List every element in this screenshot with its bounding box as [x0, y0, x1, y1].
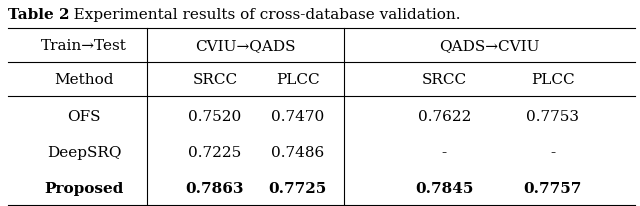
Text: -: -: [550, 145, 555, 159]
Text: 0.7225: 0.7225: [188, 145, 241, 159]
Text: OFS: OFS: [67, 109, 101, 123]
Text: DeepSRQ: DeepSRQ: [47, 145, 122, 159]
Text: 0.7486: 0.7486: [271, 145, 324, 159]
Text: SRCC: SRCC: [422, 73, 467, 87]
Text: 0.7863: 0.7863: [186, 181, 244, 195]
Text: Method: Method: [54, 73, 114, 87]
Text: 0.7520: 0.7520: [188, 109, 241, 123]
Text: Train→Test: Train→Test: [42, 39, 127, 53]
Text: CVIU→QADS: CVIU→QADS: [195, 39, 296, 53]
Text: SRCC: SRCC: [192, 73, 237, 87]
Text: 0.7753: 0.7753: [526, 109, 579, 123]
Text: 0.7622: 0.7622: [417, 109, 471, 123]
Text: PLCC: PLCC: [531, 73, 574, 87]
Text: QADS→CVIU: QADS→CVIU: [440, 39, 540, 53]
Text: 0.7845: 0.7845: [415, 181, 474, 195]
Text: -: -: [442, 145, 447, 159]
Text: . Experimental results of cross-database validation.: . Experimental results of cross-database…: [64, 7, 460, 21]
Text: 0.7757: 0.7757: [524, 181, 582, 195]
Text: 0.7470: 0.7470: [271, 109, 324, 123]
Text: Proposed: Proposed: [45, 181, 124, 195]
Text: 0.7725: 0.7725: [269, 181, 327, 195]
Text: Table 2: Table 2: [8, 7, 69, 21]
Text: PLCC: PLCC: [276, 73, 319, 87]
